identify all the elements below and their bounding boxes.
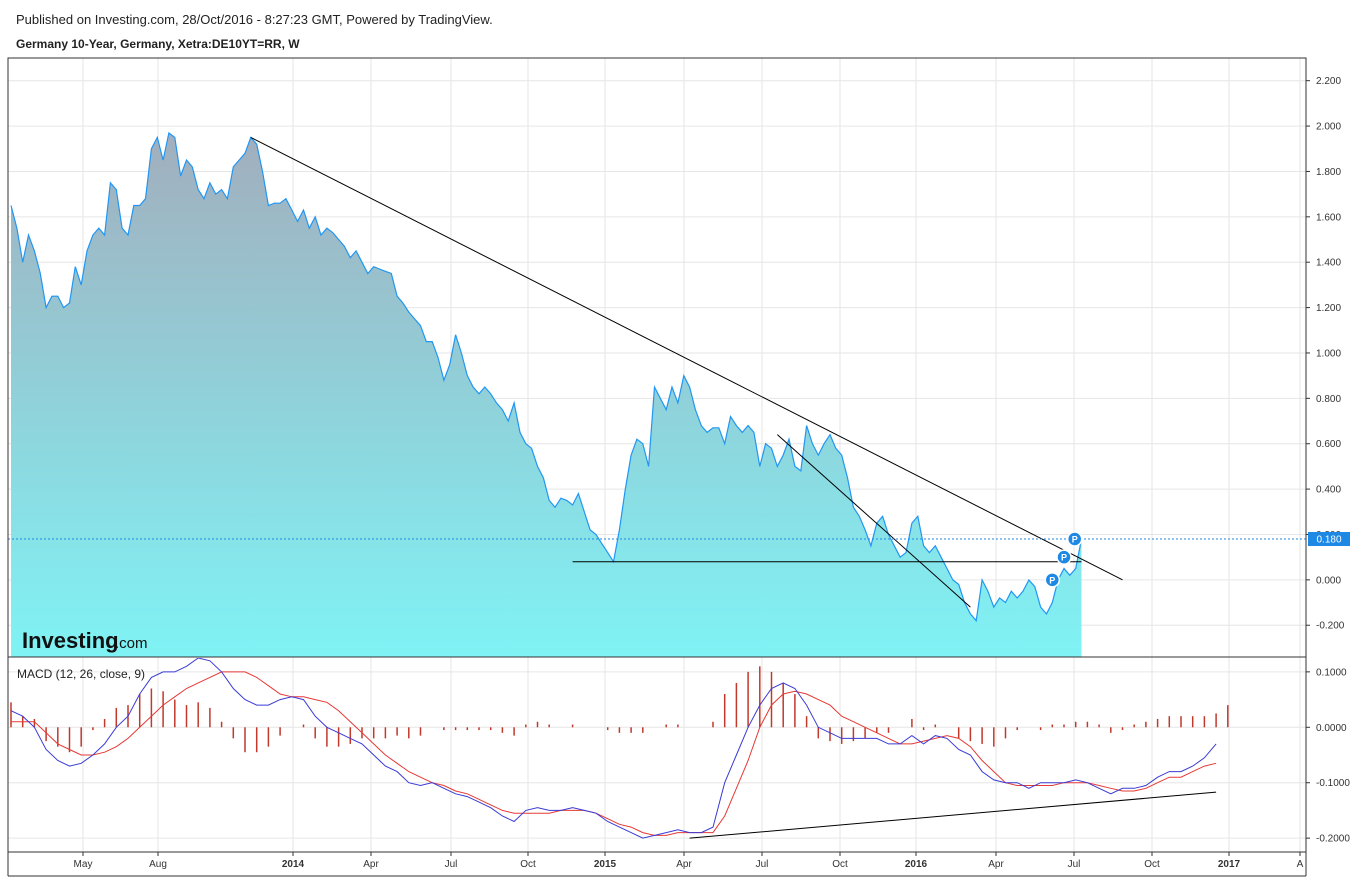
- x-tick-label: 2014: [282, 859, 305, 870]
- macd-trendline: [689, 791, 1217, 839]
- x-tick-label: Oct: [832, 859, 848, 870]
- p-marker-circle: [1044, 572, 1061, 588]
- logo-brand: Investing: [22, 628, 119, 653]
- x-tick-label: Jul: [756, 859, 769, 870]
- x-tick-label: Oct: [1144, 859, 1160, 870]
- logo-suffix: .com: [115, 635, 148, 652]
- x-tick-label: 2015: [594, 859, 617, 870]
- y-tick-label: 0.800: [1316, 394, 1341, 405]
- axis-labels: 2.200 2.000 1.800 1.600 1.400 1.200 1.000 0.800…: [17, 76, 1350, 870]
- current-value-tag: [1308, 532, 1350, 547]
- p-marker-icon: P: [1044, 572, 1061, 588]
- signal-line: [11, 671, 1217, 836]
- y-tick-label: 2.000: [1316, 122, 1341, 133]
- x-tick-label: Aug: [149, 859, 167, 870]
- x-tick-label: Apr: [363, 859, 379, 870]
- macd-y-tick-label: -0.2000: [1316, 834, 1350, 845]
- p-marker-letter: P: [1061, 553, 1067, 563]
- trendline: [777, 434, 971, 608]
- chart-header: Published on Investing.com, 28/Oct/2016 …: [16, 10, 493, 54]
- current-value-label: 0.180: [1316, 535, 1341, 546]
- y-tick-label: -0.200: [1316, 621, 1345, 632]
- y-tick-label: 1.000: [1316, 348, 1341, 359]
- x-tick-label: Jul: [1068, 859, 1081, 870]
- y-tick-label: 2.200: [1316, 76, 1341, 87]
- macd-line: [10, 658, 1217, 839]
- published-note: Published on Investing.com, 28/Oct/2016 …: [16, 12, 493, 27]
- p-marker-circle: [1066, 531, 1083, 547]
- price-line: [10, 131, 1083, 623]
- y-tick-label: 1.600: [1316, 212, 1341, 223]
- x-tick-label: A: [1297, 859, 1304, 870]
- p-marker-circle: [1056, 549, 1072, 565]
- x-tick-label: Apr: [988, 859, 1004, 870]
- macd-pane-title: MACD (12, 26, close, 9): [17, 667, 145, 681]
- macd-pane: [10, 658, 1229, 839]
- y-tick-label: 0.600: [1316, 439, 1341, 450]
- p-marker-letter: P: [1049, 575, 1055, 585]
- y-tick-label: 0.400: [1316, 485, 1341, 496]
- price-pane: PPP: [8, 131, 1306, 657]
- macd-y-tick-label: 0.0000: [1316, 723, 1347, 734]
- macd-y-tick-label: -0.1000: [1316, 778, 1350, 789]
- investing-logo: Investing.com: [22, 628, 148, 653]
- x-tick-label: Jul: [445, 859, 458, 870]
- x-tick-label: May: [74, 859, 93, 870]
- p-marker-letter: P: [1072, 535, 1078, 545]
- x-tick-label: 2016: [905, 859, 928, 870]
- x-tick-label: Oct: [520, 859, 536, 870]
- chart-title: Germany 10-Year, Germany, Xetra:DE10YT=R…: [16, 37, 300, 51]
- y-tick-label: 1.800: [1316, 167, 1341, 178]
- p-marker-icon: P: [1066, 531, 1083, 547]
- p-marker-icon: P: [1056, 549, 1072, 565]
- x-tick-label: Apr: [676, 859, 692, 870]
- macd-y-tick-label: 0.1000: [1316, 667, 1347, 678]
- y-tick-label: 0.000: [1316, 575, 1341, 586]
- y-tick-label: 1.400: [1316, 258, 1341, 269]
- x-tick-label: 2017: [1218, 859, 1241, 870]
- y-tick-label: 1.200: [1316, 303, 1341, 314]
- price-area-fill: [11, 132, 1082, 657]
- trendline: [250, 136, 1123, 581]
- chart-frame: [7, 57, 1307, 877]
